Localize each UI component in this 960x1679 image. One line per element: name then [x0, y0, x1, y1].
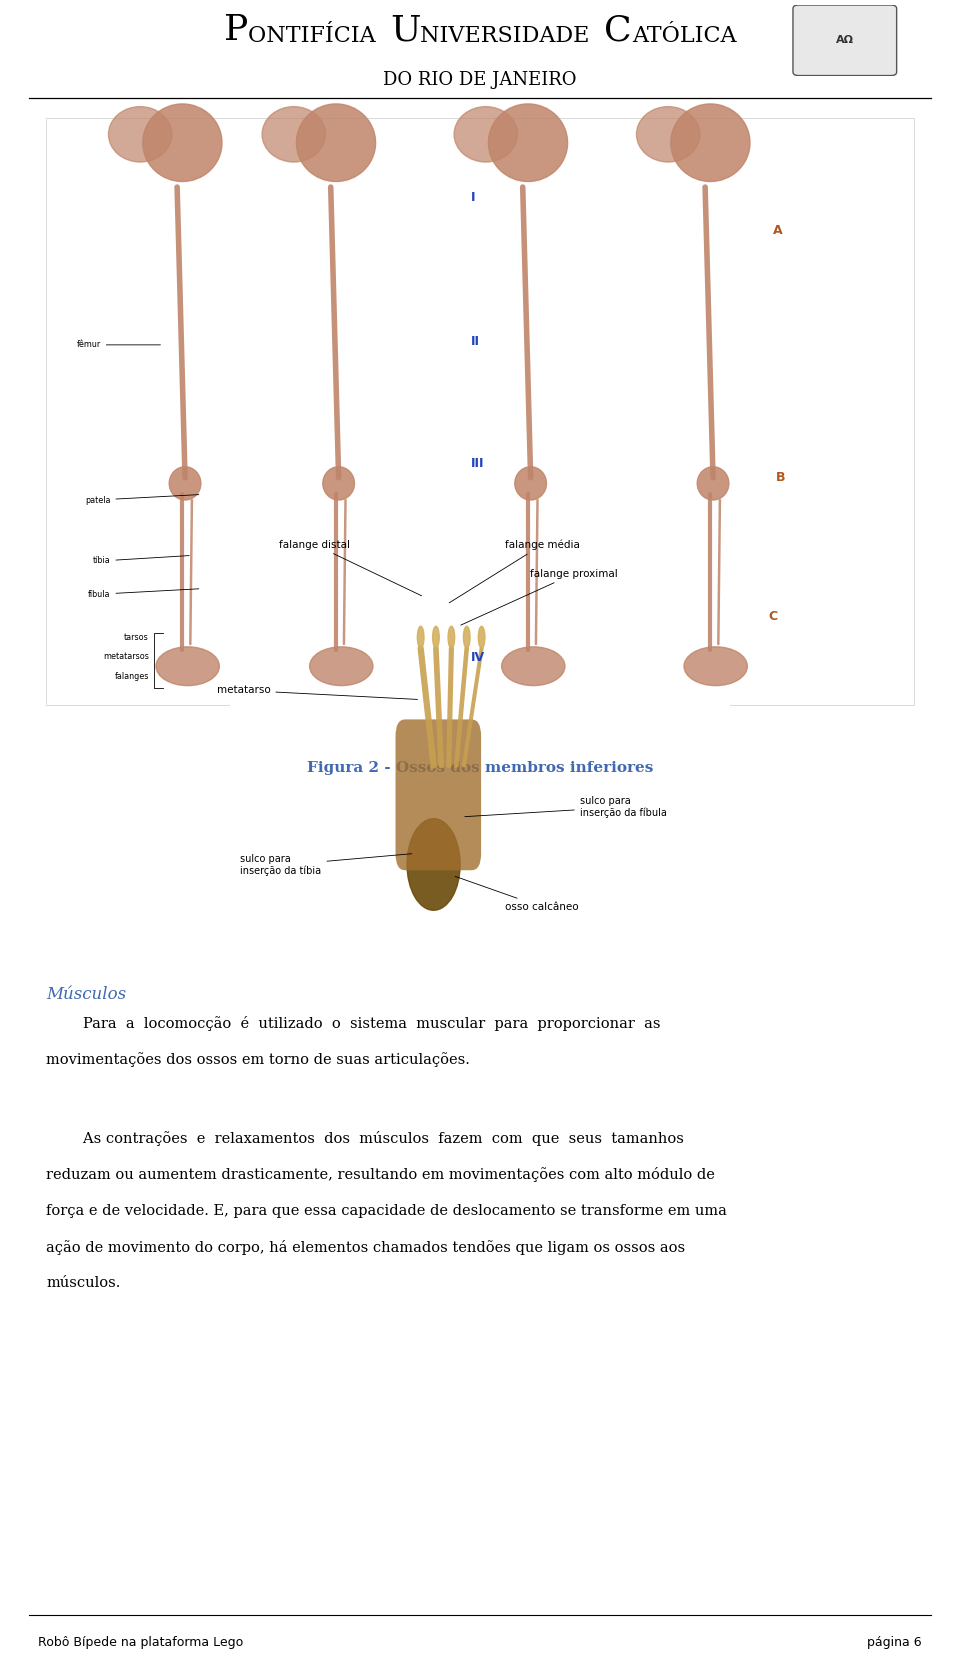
Text: IV: IV: [470, 651, 485, 663]
Text: III: III: [470, 457, 484, 470]
Text: sulco para
inserção da tíbia: sulco para inserção da tíbia: [240, 853, 412, 876]
Ellipse shape: [418, 626, 424, 648]
Text: movimentações dos ossos em torno de suas articulações.: movimentações dos ossos em torno de suas…: [46, 1051, 470, 1066]
Ellipse shape: [262, 106, 325, 161]
Ellipse shape: [448, 626, 455, 648]
Text: Músculos: Músculos: [46, 986, 126, 1002]
Ellipse shape: [323, 467, 354, 500]
Text: tíbia: tíbia: [93, 556, 189, 566]
Text: Para  a  locomocção  é  utilizado  o  sistema  muscular  para  proporcionar  as: Para a locomocção é utilizado o sistema …: [46, 1016, 660, 1031]
Text: Robô Bípede na plataforma Lego: Robô Bípede na plataforma Lego: [38, 1635, 244, 1649]
Text: fêmur: fêmur: [77, 341, 160, 349]
Text: ONTIFÍCIA: ONTIFÍCIA: [248, 25, 390, 47]
Ellipse shape: [454, 106, 517, 161]
Ellipse shape: [156, 646, 219, 685]
Text: tarsos: tarsos: [124, 633, 149, 641]
Text: AΩ: AΩ: [836, 35, 853, 45]
Text: B: B: [776, 472, 785, 484]
Text: P: P: [224, 13, 248, 47]
Text: A: A: [773, 223, 782, 237]
Ellipse shape: [684, 646, 747, 685]
Ellipse shape: [407, 819, 460, 910]
Ellipse shape: [489, 104, 567, 181]
Text: U: U: [390, 13, 420, 47]
Text: página 6: página 6: [867, 1635, 922, 1649]
Text: falange proximal: falange proximal: [461, 569, 617, 625]
Text: II: II: [470, 334, 479, 348]
Text: sulco para
inserção da fíbula: sulco para inserção da fíbula: [465, 796, 666, 818]
Text: As contrações  e  relaxamentos  dos  músculos  fazem  com  que  seus  tamanhos: As contrações e relaxamentos dos músculo…: [46, 1132, 684, 1147]
Ellipse shape: [671, 104, 750, 181]
Text: I: I: [470, 191, 475, 203]
Ellipse shape: [697, 467, 729, 500]
Bar: [230, 524, 730, 940]
Ellipse shape: [309, 646, 372, 685]
Text: ação de movimento do corpo, há elementos chamados tendões que ligam os ossos aos: ação de movimento do corpo, há elementos…: [46, 1239, 685, 1254]
Ellipse shape: [636, 106, 700, 161]
Ellipse shape: [515, 467, 546, 500]
FancyBboxPatch shape: [793, 5, 897, 76]
Text: NIVERSIDADE: NIVERSIDADE: [420, 25, 604, 47]
Text: Figura 2 - Ossos dos membros inferiores: Figura 2 - Ossos dos membros inferiores: [307, 761, 653, 774]
FancyBboxPatch shape: [396, 719, 481, 870]
Ellipse shape: [501, 646, 564, 685]
Text: osso calcâneo: osso calcâneo: [455, 876, 579, 912]
Ellipse shape: [297, 104, 375, 181]
Text: falanges: falanges: [114, 672, 149, 680]
Bar: [46, 118, 914, 705]
Ellipse shape: [108, 106, 172, 161]
Ellipse shape: [143, 104, 222, 181]
Ellipse shape: [464, 626, 470, 648]
Text: reduzam ou aumentem drasticamente, resultando em movimentações com alto módulo d: reduzam ou aumentem drasticamente, resul…: [46, 1167, 715, 1182]
Ellipse shape: [478, 626, 485, 648]
Text: metatarsos: metatarsos: [103, 653, 149, 662]
Text: falange distal: falange distal: [279, 539, 421, 596]
Text: ATÓLICA: ATÓLICA: [632, 25, 736, 47]
Text: músculos.: músculos.: [46, 1276, 120, 1289]
Text: metatarso: metatarso: [217, 685, 418, 700]
Text: DO RIO DE JANEIRO: DO RIO DE JANEIRO: [383, 71, 577, 89]
Ellipse shape: [433, 626, 440, 648]
Text: C: C: [604, 13, 632, 47]
Text: patela: patela: [84, 495, 199, 504]
Text: falange média: falange média: [449, 539, 580, 603]
Text: fíbula: fíbula: [88, 589, 199, 599]
Ellipse shape: [169, 467, 201, 500]
Text: C: C: [768, 609, 778, 623]
Text: força e de velocidade. E, para que essa capacidade de deslocamento se transforme: força e de velocidade. E, para que essa …: [46, 1204, 727, 1217]
